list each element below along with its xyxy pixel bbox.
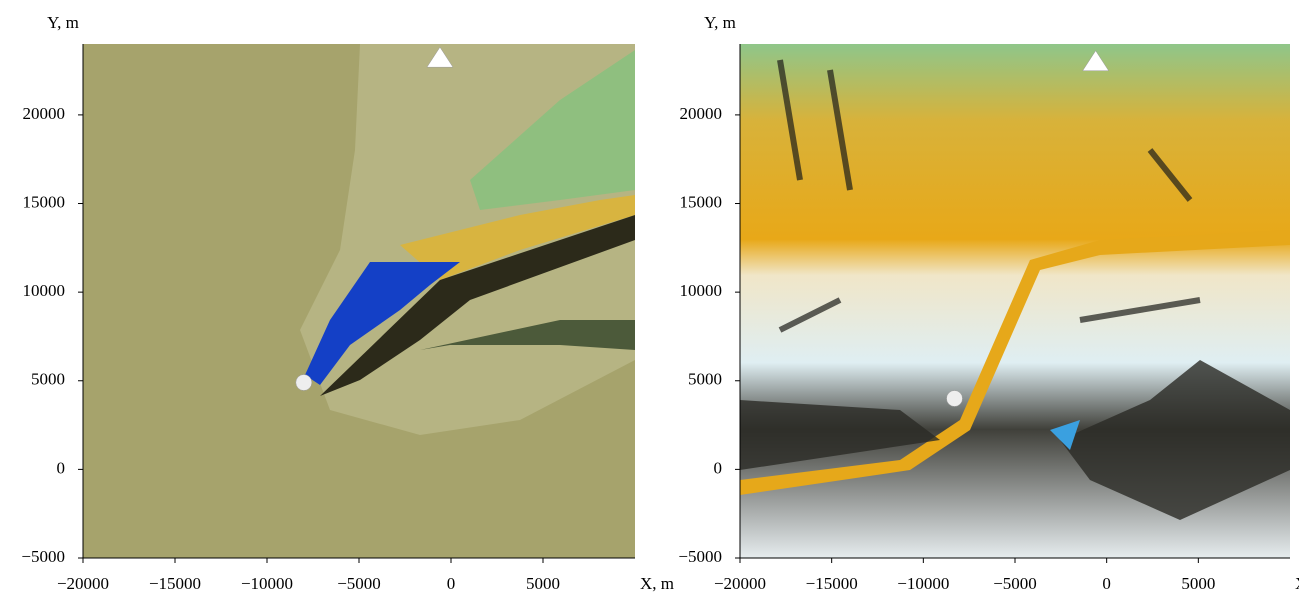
x-tick-label: −5000 <box>993 574 1037 593</box>
x-axis-label: X, m <box>1295 574 1299 593</box>
x-axis-label: X, m <box>640 574 674 593</box>
y-tick-label: 20000 <box>23 104 66 123</box>
y-tick-label: 5000 <box>31 370 65 389</box>
y-tick-label: 10000 <box>23 281 66 300</box>
x-tick-label: −15000 <box>806 574 858 593</box>
y-tick-label: 10000 <box>680 281 723 300</box>
x-tick-label: 0 <box>1102 574 1111 593</box>
x-tick-label: 0 <box>447 574 456 593</box>
y-tick-label: 20000 <box>680 104 723 123</box>
x-tick-label: 5000 <box>1181 574 1215 593</box>
x-tick-label: −5000 <box>337 574 381 593</box>
y-tick-label: 5000 <box>688 370 722 389</box>
y-tick-label: −5000 <box>21 547 65 566</box>
x-tick-label: −15000 <box>149 574 201 593</box>
y-tick-label: −5000 <box>678 547 722 566</box>
y-tick-label: 15000 <box>680 192 723 211</box>
terrain-right <box>740 44 1290 558</box>
marker-circle <box>296 375 312 391</box>
marker-circle <box>947 390 963 406</box>
x-tick-label: −10000 <box>897 574 949 593</box>
x-tick-label: −20000 <box>57 574 109 593</box>
x-tick-label: 5000 <box>526 574 560 593</box>
figure: −5000 0 5000 10000 15000 20000 −20000 −15000 −10… <box>0 0 1299 599</box>
x-tick-label: −20000 <box>714 574 766 593</box>
y-tick-label: 0 <box>57 458 66 477</box>
y-axis-label: Y, m <box>704 13 736 32</box>
y-tick-label: 0 <box>714 458 723 477</box>
y-tick-label: 15000 <box>23 192 66 211</box>
x-tick-label: −10000 <box>241 574 293 593</box>
y-axis-label: Y, m <box>47 13 79 32</box>
terrain-left <box>83 44 635 558</box>
